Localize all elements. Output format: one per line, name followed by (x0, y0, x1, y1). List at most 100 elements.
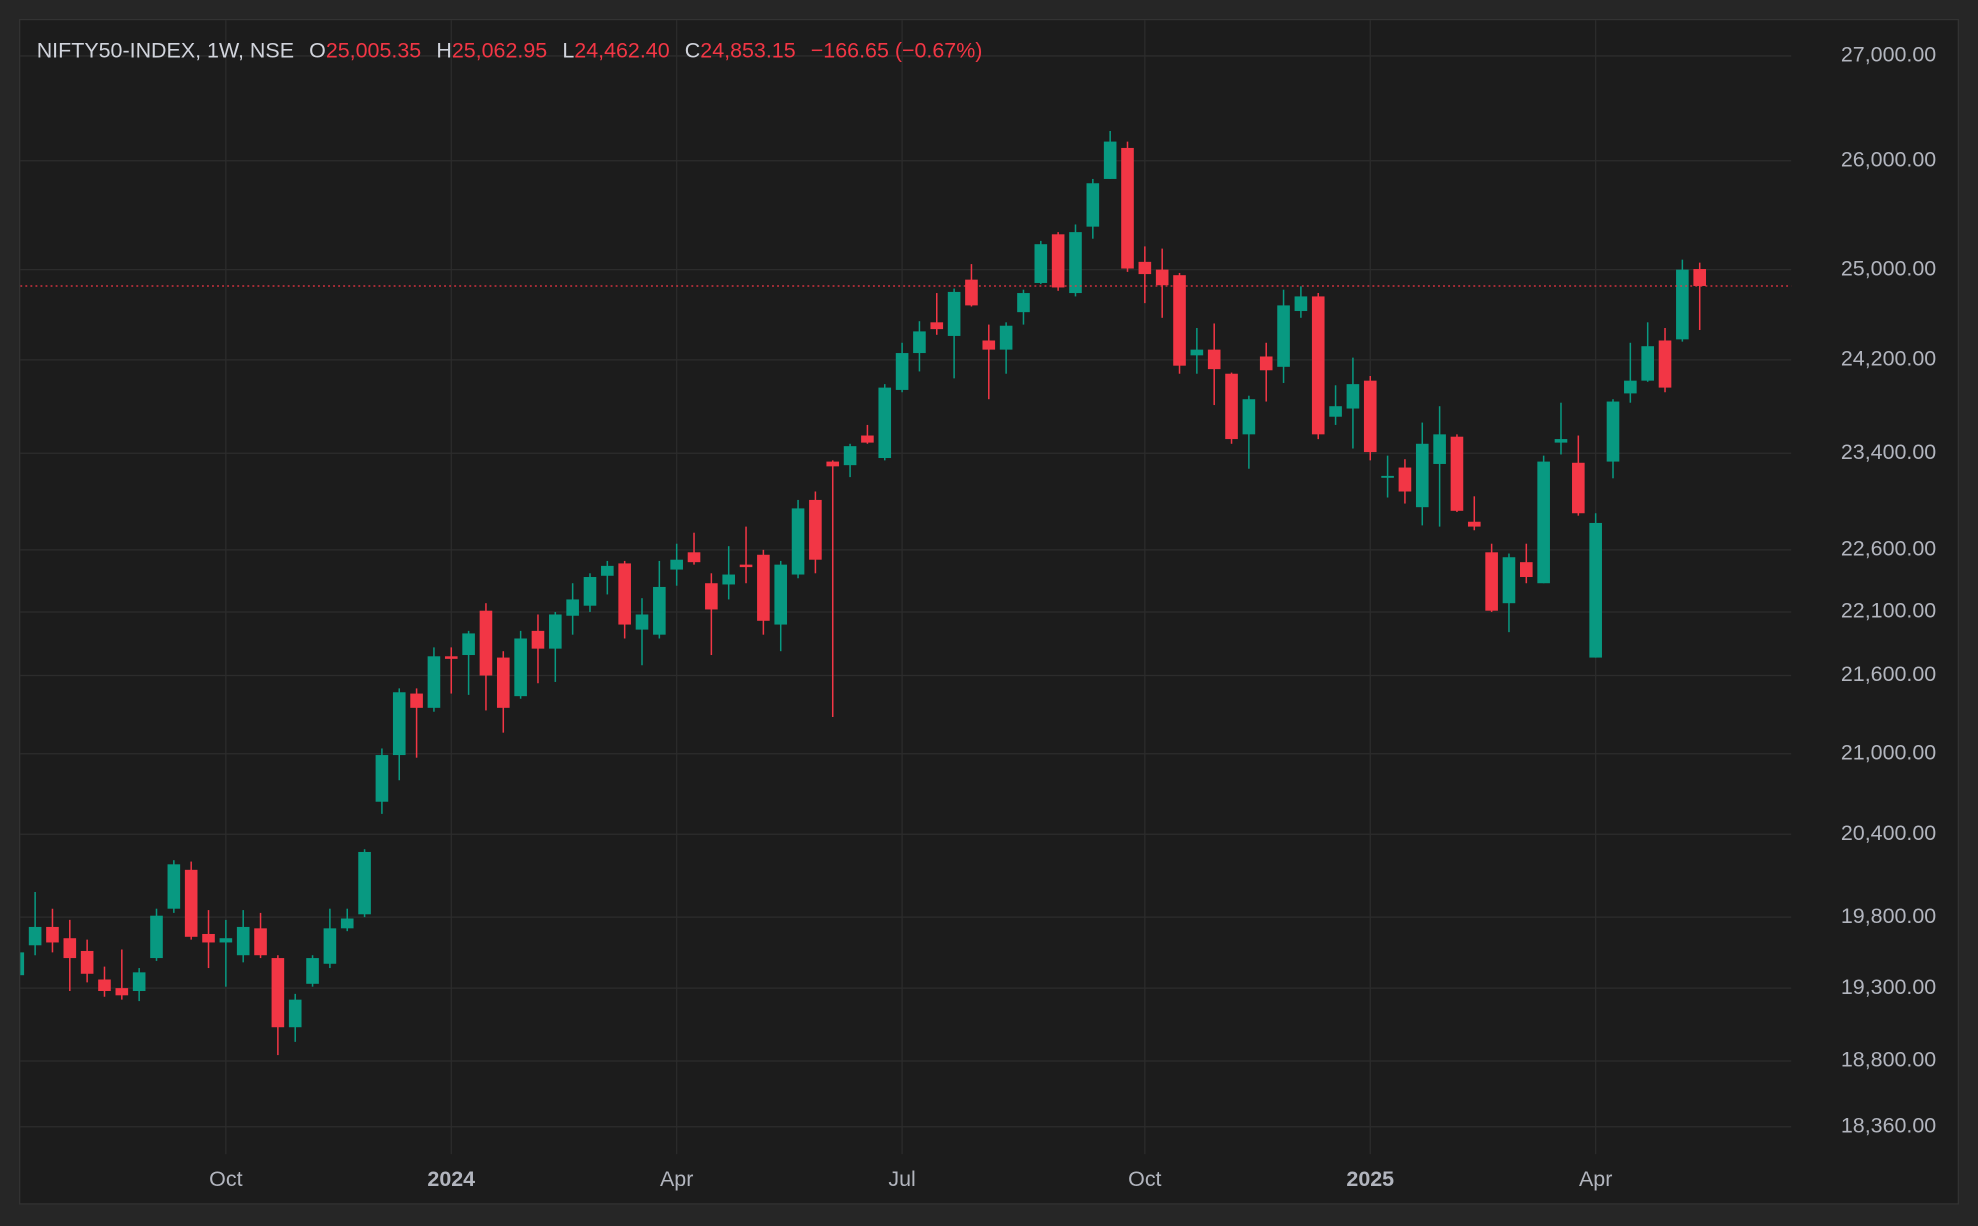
candle-body (1051, 234, 1065, 288)
candle-body (236, 926, 250, 956)
candle-body (375, 755, 389, 802)
candle-body (254, 928, 267, 956)
candle-body (1017, 293, 1030, 313)
y-tick-label: 26,000.00 (1841, 147, 1936, 171)
candle-body (1294, 296, 1308, 312)
ohlc-key: O (309, 38, 326, 62)
candle-body (1693, 269, 1707, 286)
candle-body (1190, 349, 1204, 356)
candle-body (271, 958, 285, 1028)
candle-body (80, 950, 94, 974)
candle-body (1520, 562, 1533, 578)
candle-body (1450, 436, 1464, 511)
change: −166.65 (−0.67%) (811, 38, 983, 62)
candle-body (1381, 475, 1394, 478)
candle-body (774, 564, 788, 625)
ohlc-key: C (685, 38, 700, 62)
candle-body (184, 869, 198, 937)
x-tick-label: 2025 (1346, 1167, 1394, 1191)
candle-body (843, 446, 857, 466)
candle-body (1554, 439, 1568, 443)
candle-body (1069, 232, 1082, 294)
candle-body (1415, 443, 1429, 508)
y-tick-label: 19,300.00 (1841, 975, 1936, 999)
candle-body (913, 331, 926, 354)
candle-body (150, 915, 163, 959)
y-tick-label: 22,100.00 (1841, 599, 1936, 623)
y-tick-label: 19,800.00 (1841, 904, 1936, 928)
candle-body (982, 340, 996, 350)
grid (20, 20, 1792, 1155)
y-tick-label: 22,600.00 (1841, 537, 1936, 561)
candle-body (1537, 461, 1550, 584)
candle-body (826, 461, 840, 467)
candle-body (167, 864, 181, 909)
y-tick-label: 20,400.00 (1841, 821, 1936, 845)
candle-body (1155, 269, 1169, 286)
ohlc-value: 24,462.40 (574, 38, 669, 62)
candle-body (548, 614, 562, 649)
candle-body (757, 554, 770, 621)
x-tick-label: Oct (209, 1167, 242, 1191)
candle-body (28, 926, 42, 946)
candle-body (1329, 406, 1342, 417)
candle-body (705, 583, 718, 610)
ohlc-key: L (562, 38, 574, 62)
candle-body (202, 933, 215, 943)
candle-body (496, 657, 510, 708)
candle-body (670, 559, 683, 570)
candle-body (1121, 147, 1134, 269)
candle-body (1277, 305, 1290, 367)
x-tick-label: Apr (660, 1167, 693, 1191)
candle-body (514, 638, 527, 697)
y-tick-label: 21,000.00 (1841, 740, 1936, 764)
candle-body (46, 926, 59, 943)
candle-body (306, 958, 319, 984)
y-tick-label: 18,800.00 (1841, 1048, 1936, 1072)
candle-body (479, 610, 493, 676)
candle-body (1346, 384, 1360, 409)
candle-body (219, 938, 233, 943)
symbol: NIFTY50-INDEX, 1W, NSE (37, 38, 294, 62)
ohlc-value: 25,062.95 (452, 38, 547, 62)
candle-body (1485, 552, 1498, 611)
candle-body (878, 387, 892, 459)
candle-body (1641, 346, 1654, 381)
candle-body (1502, 557, 1516, 604)
candle-body (809, 499, 822, 560)
candle-body (1086, 183, 1100, 227)
candle-body (687, 552, 701, 563)
candle-body (1173, 275, 1186, 366)
candle-body (722, 574, 736, 585)
candle-body (115, 988, 129, 996)
candle-body (427, 656, 441, 708)
candle-body (965, 279, 978, 306)
candle-body (288, 999, 302, 1028)
candle-body (98, 979, 111, 991)
candle-body (392, 692, 406, 756)
candle-body (1034, 244, 1048, 283)
x-tick-label: Apr (1579, 1167, 1612, 1191)
y-tick-label: 27,000.00 (1841, 43, 1936, 67)
candle-body (1676, 269, 1689, 340)
candle-body (653, 586, 666, 635)
candle-body (566, 599, 579, 616)
candle-body (930, 322, 944, 330)
candle-body (1138, 261, 1152, 275)
candle-body (462, 633, 475, 656)
candle-body (583, 577, 597, 606)
x-tick-label: Oct (1128, 1167, 1161, 1191)
plot-area (20, 130, 1792, 1056)
candle-body (999, 325, 1013, 350)
candle-body (947, 291, 961, 336)
x-tick-label: Jul (888, 1167, 915, 1191)
candle-body (1207, 349, 1221, 370)
candle-body (1363, 380, 1377, 453)
candle-body (739, 564, 753, 568)
candle-body (1467, 521, 1481, 527)
candle-body (340, 918, 354, 929)
y-tick-label: 25,000.00 (1841, 256, 1936, 280)
y-tick-label: 24,200.00 (1841, 347, 1936, 371)
candle-body (1433, 434, 1446, 464)
